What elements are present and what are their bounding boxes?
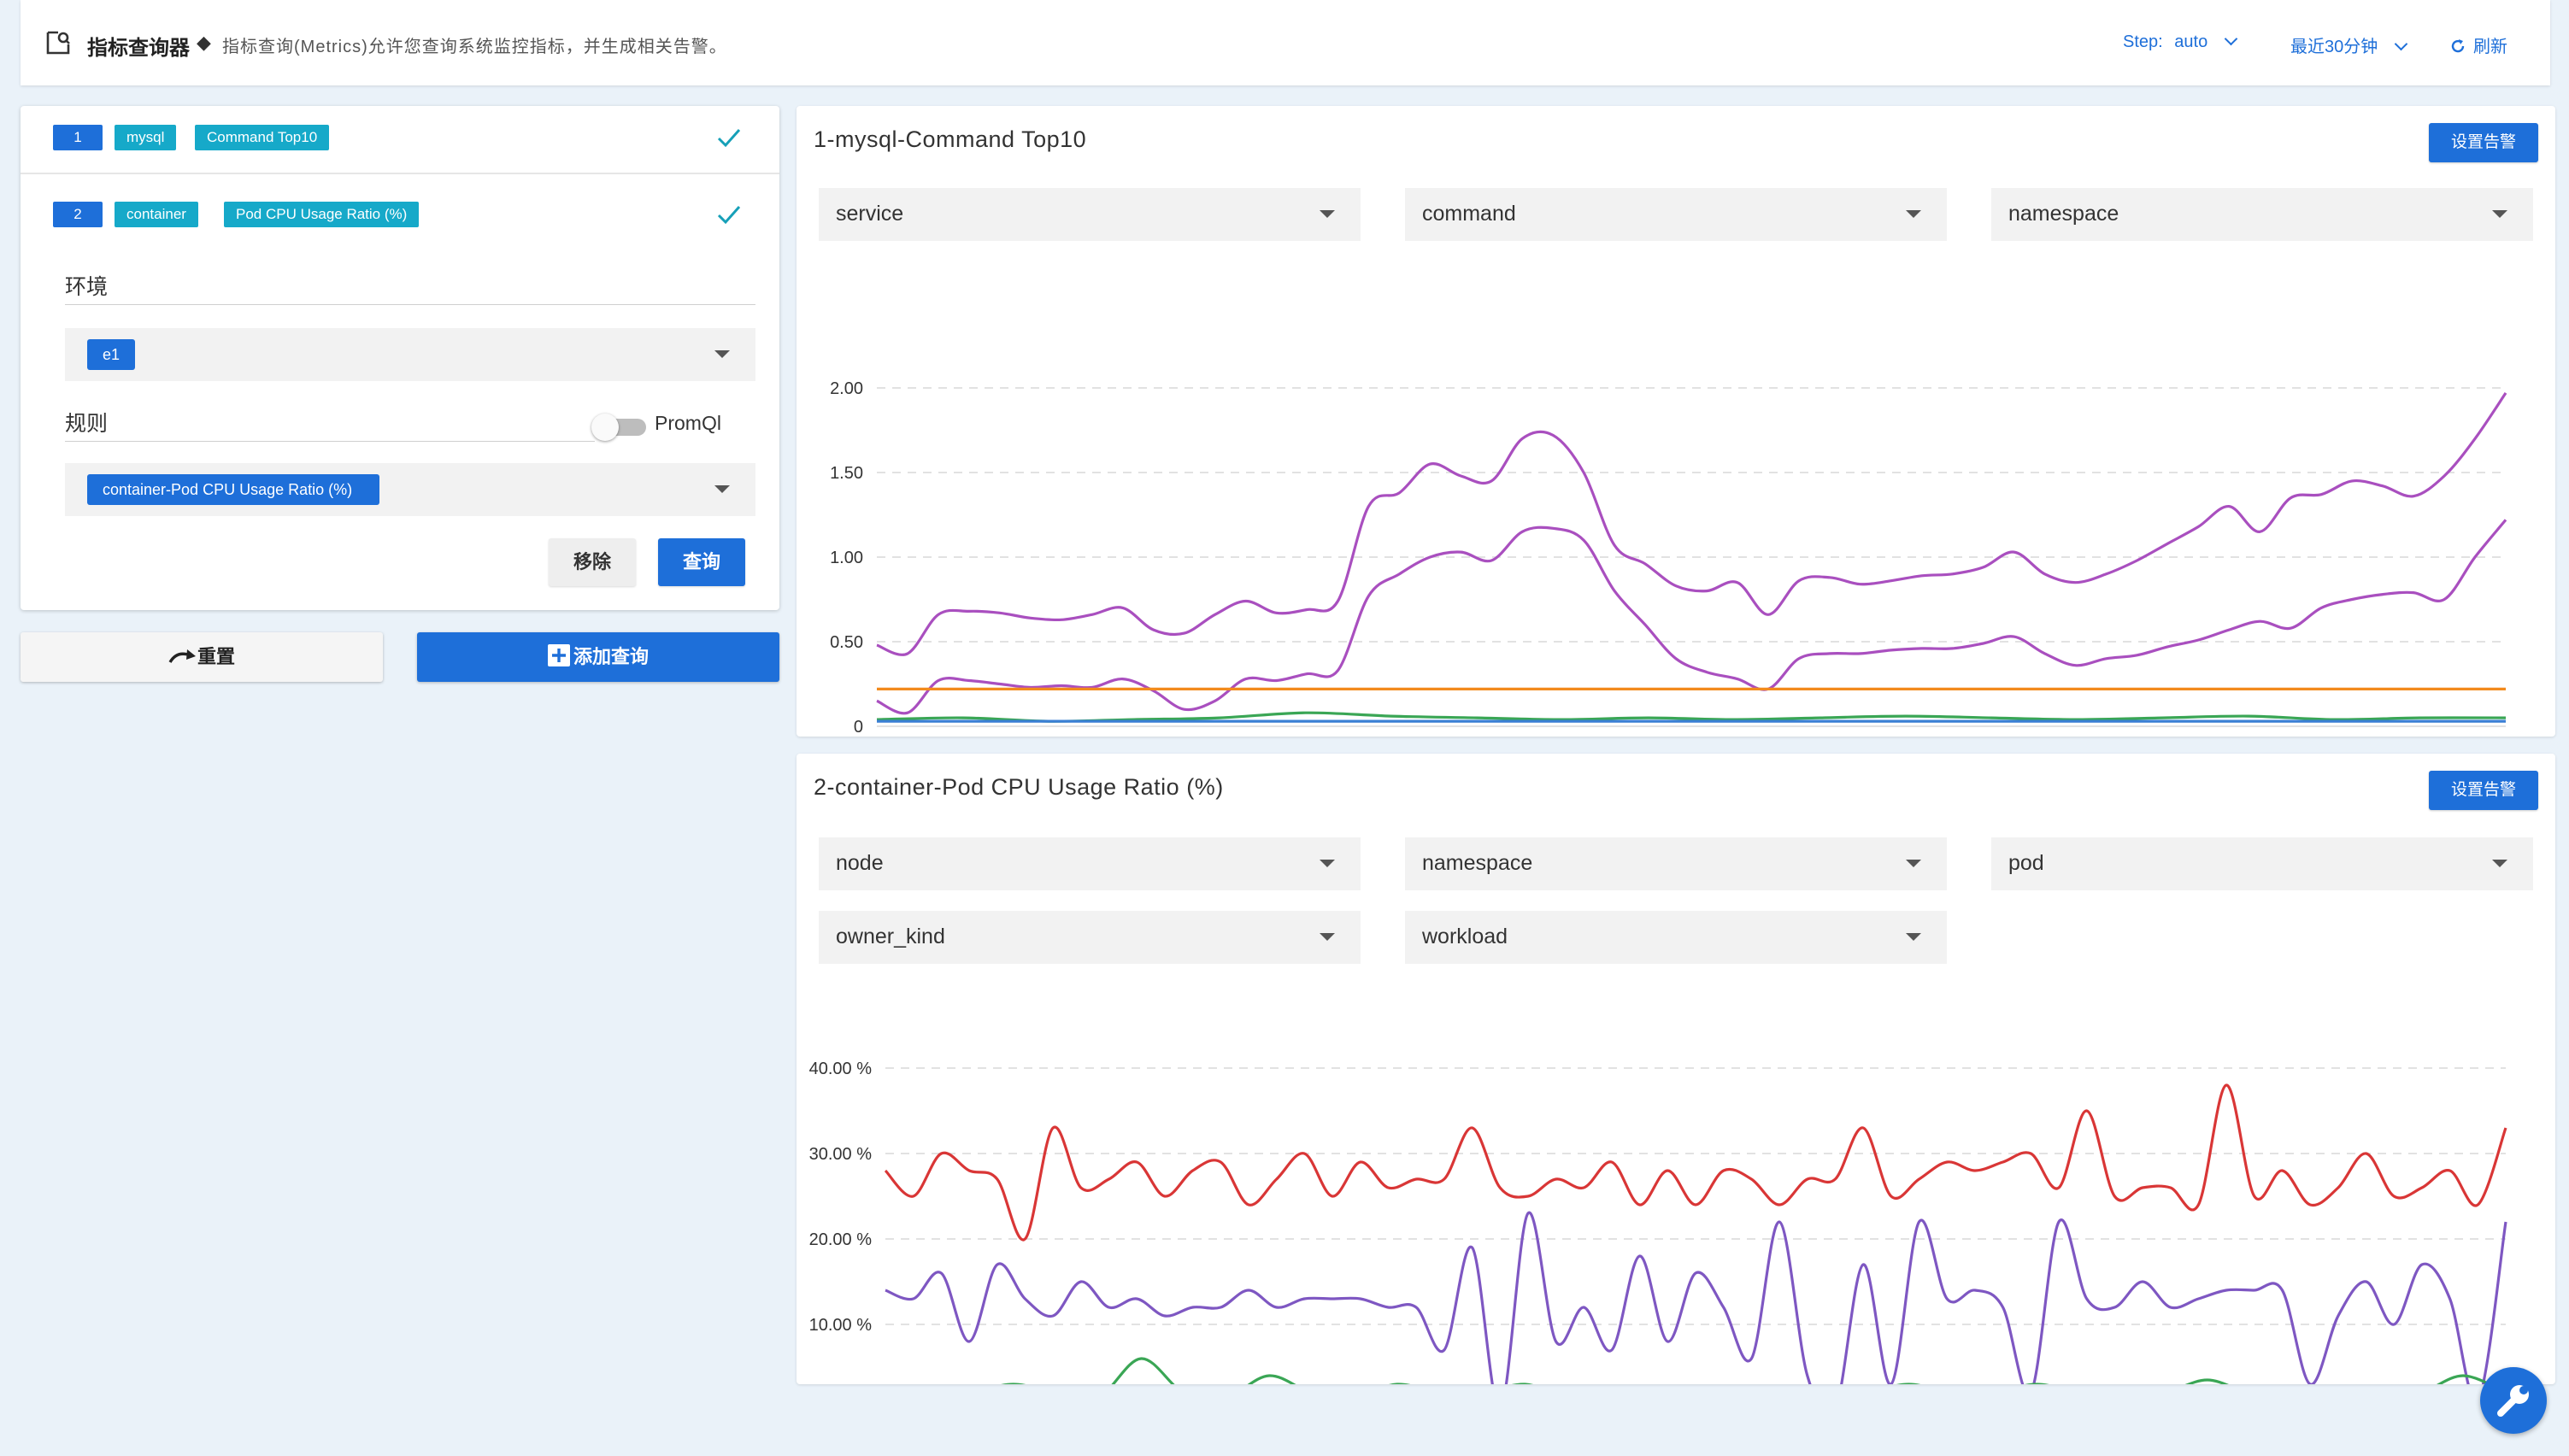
caret-down-icon [1320, 860, 1335, 867]
divider [65, 441, 595, 442]
filter-label: namespace [1422, 851, 1533, 875]
y-tick-label: 2.00 [830, 379, 863, 398]
filter-label: owner_kind [836, 925, 945, 948]
filter-command[interactable]: command [1405, 188, 1947, 241]
filter-namespace[interactable]: namespace [1405, 837, 1947, 890]
y-tick-label: 40.00 % [809, 1060, 873, 1078]
series-line [885, 1211, 2507, 1384]
env-label: 环境 [65, 275, 109, 299]
chevron-down-icon [2394, 37, 2408, 51]
refresh-icon [2451, 39, 2465, 53]
query-item-2[interactable]: 2 container Pod CPU Usage Ratio (%) [21, 181, 779, 250]
query-source: mysql [115, 125, 177, 150]
time-range-selector[interactable]: 最近30分钟 [2290, 32, 2408, 57]
env-chip[interactable]: e1 [87, 339, 136, 370]
step-selector[interactable]: Step: auto [2123, 32, 2238, 52]
series-line [876, 711, 2507, 723]
caret-down-icon [1320, 933, 1335, 941]
caret-down-icon [1320, 210, 1335, 218]
chart-panel-1: 1-mysql-Command Top10 设置告警 service comma… [797, 106, 2555, 737]
filter-label: pod [2008, 851, 2044, 875]
caret-down-icon [1906, 933, 1921, 941]
y-tick-label: 0 [854, 718, 863, 737]
filter-pod[interactable]: pod [1991, 837, 2533, 890]
caret-down-icon [714, 350, 730, 358]
y-tick-label: 10.00 % [809, 1316, 873, 1335]
query-button[interactable]: 查询 [658, 538, 745, 586]
query-metric: Command Top10 [195, 125, 330, 150]
page-search-icon [46, 31, 70, 55]
page-description: 指标查询(Metrics)允许您查询系统监控指标，并生成相关告警。 [222, 38, 727, 56]
series-line [884, 1083, 2507, 1242]
filter-label: command [1422, 202, 1516, 226]
query-metric: Pod CPU Usage Ratio (%) [224, 202, 420, 227]
series-line [1001, 1357, 2493, 1384]
rule-select[interactable]: container-Pod CPU Usage Ratio (%) [65, 463, 755, 516]
filter-namespace[interactable]: namespace [1991, 188, 2533, 241]
filter-label: workload [1422, 925, 1508, 948]
page-header: 指标查询器 ◆ 指标查询(Metrics)允许您查询系统监控指标，并生成相关告警… [21, 0, 2550, 85]
y-tick-label: 0.50 [830, 633, 863, 652]
caret-down-icon [2492, 210, 2507, 218]
page-title: 指标查询器 [87, 37, 190, 60]
promql-label: PromQl [655, 412, 721, 434]
reset-button[interactable]: 重置 [21, 632, 383, 682]
step-value: auto [2174, 32, 2208, 51]
caret-down-icon [1906, 860, 1921, 867]
query-list-card: 1 mysql Command Top10 2 container Pod CP… [21, 106, 779, 610]
refresh-button[interactable]: 刷新 [2449, 32, 2507, 57]
series-line [876, 519, 2507, 715]
promql-toggle-knob[interactable] [591, 414, 619, 441]
series-line [876, 392, 2507, 656]
query-item-1[interactable]: 1 mysql Command Top10 [21, 106, 779, 174]
time-range-value: 最近30分钟 [2290, 38, 2378, 56]
filter-node[interactable]: node [819, 837, 1361, 890]
caret-down-icon [1906, 210, 1921, 218]
query-index: 2 [53, 202, 103, 227]
filter-owner-kind[interactable]: owner_kind [819, 911, 1361, 964]
y-tick-label: 1.00 [830, 549, 863, 567]
filter-label: node [836, 851, 884, 875]
panel-title: 2-container-Pod CPU Usage Ratio (%) [814, 774, 1224, 800]
rule-chip[interactable]: container-Pod CPU Usage Ratio (%) [87, 474, 380, 505]
caret-down-icon [714, 485, 730, 493]
divider [65, 304, 755, 305]
y-tick-label: 30.00 % [809, 1145, 873, 1164]
wrench-icon [2497, 1385, 2529, 1417]
tools-fab-button[interactable] [2480, 1367, 2547, 1434]
y-tick-label: 1.50 [830, 464, 863, 483]
add-query-label: 添加查询 [573, 646, 649, 667]
query-source: container [115, 202, 198, 227]
check-icon [717, 206, 741, 225]
env-select[interactable]: e1 [65, 328, 755, 381]
y-tick-label: 20.00 % [809, 1230, 873, 1249]
filter-label: namespace [2008, 202, 2119, 226]
remove-button[interactable]: 移除 [549, 538, 636, 586]
refresh-label: 刷新 [2473, 38, 2507, 56]
chevron-down-icon [2224, 32, 2238, 46]
step-label: Step: [2123, 32, 2163, 51]
rule-label: 规则 [65, 412, 109, 436]
filter-workload[interactable]: workload [1405, 911, 1947, 964]
diamond-question-icon: ◆ [197, 32, 211, 53]
mysql-command-line-chart: 2.001.501.000.50017:49:5017:53:1017:56:3… [830, 379, 2507, 737]
divider [21, 173, 779, 174]
redo-icon [168, 649, 196, 663]
add-query-button[interactable]: 添加查询 [417, 632, 779, 682]
set-alert-button[interactable]: 设置告警 [2429, 771, 2538, 810]
chart-panel-2: 2-container-Pod CPU Usage Ratio (%) 设置告警… [797, 754, 2555, 1384]
panel-title: 1-mysql-Command Top10 [814, 126, 1087, 152]
query-index: 1 [53, 125, 103, 150]
set-alert-button[interactable]: 设置告警 [2429, 123, 2538, 162]
reset-label: 重置 [197, 646, 235, 667]
filter-label: service [836, 202, 904, 226]
check-icon [717, 129, 741, 148]
plus-box-icon [547, 644, 570, 666]
caret-down-icon [2492, 860, 2507, 867]
filter-service[interactable]: service [819, 188, 1361, 241]
pod-cpu-line-chart: 40.00 %30.00 %20.00 %10.00 %017:50:0517:… [809, 1060, 2507, 1384]
